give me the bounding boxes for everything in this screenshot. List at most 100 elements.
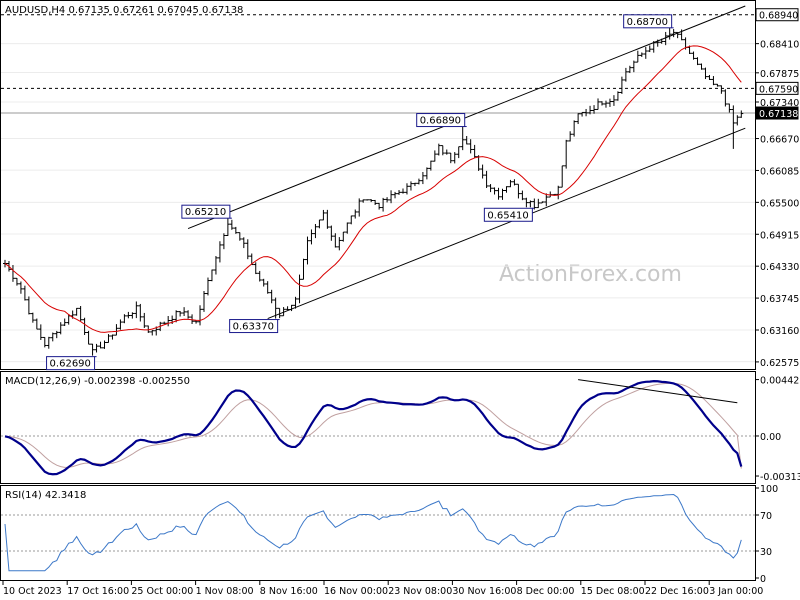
price-bar bbox=[34, 318, 39, 330]
price-bar bbox=[54, 330, 59, 339]
price-panel-title: AUDUSD,H4 0.67135 0.67261 0.67045 0.6713… bbox=[5, 5, 243, 16]
time-axis-tick: 22 Dec 16:00 bbox=[644, 581, 709, 597]
price-bar bbox=[186, 310, 191, 319]
price-bar bbox=[568, 131, 573, 142]
price-axis-tick: 0.68410 bbox=[755, 40, 799, 51]
price-axis-tick: 0.63160 bbox=[755, 326, 799, 337]
price-bar bbox=[217, 241, 222, 263]
price-bar bbox=[623, 67, 628, 82]
price-bar bbox=[313, 223, 318, 239]
rsi-panel bbox=[0, 485, 756, 581]
macd-signal-line bbox=[4, 382, 742, 469]
price-axis-label: 0.64330 bbox=[760, 262, 799, 273]
price-bar bbox=[580, 111, 585, 117]
price-bar bbox=[600, 101, 604, 106]
price-bar bbox=[699, 63, 704, 70]
macd-trendline bbox=[578, 379, 738, 404]
time-axis-tick: 16 Nov 00:00 bbox=[323, 581, 388, 597]
price-axis-tick: 0.66670 bbox=[755, 135, 799, 146]
price-bar bbox=[500, 188, 505, 200]
time-axis-label: 3 Jan 00:00 bbox=[709, 586, 763, 597]
pivot-label-box bbox=[416, 113, 466, 128]
time-axis-tick: 17 Oct 16:00 bbox=[66, 581, 129, 597]
time-axis-label: 16 Nov 00:00 bbox=[324, 586, 388, 597]
price-axis-label: 0.67138 bbox=[759, 109, 798, 120]
price-bar bbox=[353, 209, 358, 219]
price-bar bbox=[401, 188, 405, 194]
price-bar bbox=[349, 215, 354, 225]
macd-plot bbox=[1, 379, 755, 476]
macd-axis-tick: -0.003138 bbox=[755, 472, 800, 483]
price-bar bbox=[198, 305, 203, 326]
price-bar bbox=[373, 199, 378, 206]
rsi-axis-tick: 30 bbox=[755, 547, 772, 558]
price-bar bbox=[241, 237, 246, 249]
price-bar bbox=[424, 167, 429, 180]
time-axis-tick: 15 Dec 08:00 bbox=[580, 581, 645, 597]
price-bar bbox=[174, 310, 179, 323]
rsi-axis-label: 70 bbox=[760, 511, 772, 522]
time-axis-tick: 25 Oct 00:00 bbox=[130, 581, 193, 597]
price-bar bbox=[249, 253, 254, 266]
price-bar bbox=[162, 321, 167, 325]
price-bar bbox=[707, 74, 712, 80]
price-bar bbox=[480, 164, 485, 179]
price-bar bbox=[122, 314, 127, 324]
price-bar bbox=[98, 341, 103, 349]
price-bar bbox=[524, 197, 529, 208]
price-axis-label: 0.67590 bbox=[759, 84, 798, 95]
price-bar bbox=[393, 191, 398, 199]
price-bar bbox=[233, 226, 238, 234]
pivot-label: 0.65210 bbox=[181, 204, 232, 219]
price-bar bbox=[464, 136, 469, 145]
price-bar bbox=[528, 200, 533, 208]
pivot-label-text: 0.65410 bbox=[487, 210, 528, 221]
price-bar bbox=[532, 198, 537, 210]
price-axis-value-box bbox=[755, 81, 799, 95]
price-bar bbox=[209, 269, 214, 282]
time-axis-label: 8 Dec 00:00 bbox=[517, 586, 575, 597]
price-bar bbox=[142, 312, 147, 328]
price-bar bbox=[397, 190, 402, 195]
price-bar bbox=[647, 45, 652, 53]
price-bar bbox=[436, 143, 441, 156]
macd-axis-label: 0.00 bbox=[760, 432, 781, 443]
price-axis-tick: 0.67590 bbox=[755, 81, 799, 95]
price-bar bbox=[412, 182, 417, 187]
price-bar bbox=[619, 76, 624, 94]
price-bar bbox=[448, 152, 453, 164]
price-bar bbox=[508, 179, 513, 188]
rsi-plot bbox=[1, 494, 755, 572]
price-bar bbox=[540, 201, 545, 204]
price-bar bbox=[381, 197, 386, 212]
pivot-label-text: 0.68700 bbox=[627, 17, 668, 28]
pivot-label-box bbox=[483, 207, 533, 222]
price-bar bbox=[265, 281, 270, 294]
price-bar bbox=[42, 336, 47, 348]
macd-line bbox=[4, 380, 743, 476]
time-axis-label: 10 Oct 2023 bbox=[3, 586, 62, 597]
moving-average-line bbox=[4, 45, 742, 333]
pivot-label-box bbox=[181, 204, 231, 219]
price-bar bbox=[723, 89, 728, 107]
rsi-axis-label: 0 bbox=[760, 574, 766, 585]
time-axis-tick: 8 Dec 00:00 bbox=[516, 581, 575, 597]
price-bar bbox=[711, 76, 716, 86]
time-axis-label: 15 Dec 08:00 bbox=[581, 586, 645, 597]
price-bar bbox=[245, 239, 250, 260]
price-bar bbox=[46, 336, 51, 349]
price-bar bbox=[675, 31, 680, 39]
price-bar bbox=[285, 306, 290, 311]
price-bar bbox=[74, 307, 79, 316]
price-bar bbox=[86, 330, 91, 345]
macd-axis-label: 0.00442 bbox=[760, 376, 799, 387]
price-bar bbox=[615, 91, 620, 101]
price-bar bbox=[229, 219, 234, 230]
price-axis-label: 0.63745 bbox=[760, 294, 799, 305]
price-axis-tick: 0.64330 bbox=[755, 262, 799, 273]
price-bar bbox=[202, 290, 206, 312]
price-bar bbox=[659, 38, 664, 44]
price-bar bbox=[38, 324, 43, 340]
price-bar bbox=[146, 325, 151, 333]
price-bar bbox=[150, 330, 155, 336]
